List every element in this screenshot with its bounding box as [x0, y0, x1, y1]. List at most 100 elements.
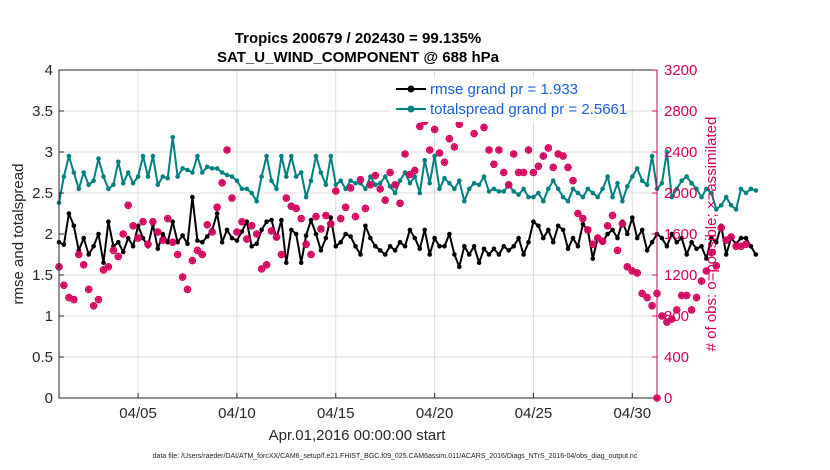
obs-assimilated-marker — [90, 302, 98, 310]
data-point — [298, 260, 304, 266]
x-tick-label: 04/15 — [317, 405, 355, 422]
footer-data-file: data file: /Users/raeder/DAI/ATM_forcXX/… — [153, 453, 638, 460]
obs-assimilated-marker — [594, 234, 602, 242]
data-point — [694, 246, 699, 252]
obs-assimilated-marker — [490, 160, 498, 168]
data-point — [363, 186, 368, 192]
obs-assimilated-marker — [80, 261, 88, 269]
data-point — [748, 244, 754, 249]
data-point — [392, 190, 398, 196]
data-point — [709, 235, 714, 241]
data-point — [669, 194, 675, 200]
data-point — [570, 186, 576, 192]
obs-assimilated-marker — [307, 250, 315, 259]
obs-assimilated-marker — [99, 266, 108, 274]
data-point — [486, 252, 492, 257]
data-point — [234, 178, 240, 183]
data-point — [402, 244, 408, 249]
data-point — [377, 248, 383, 253]
data-point — [417, 190, 423, 196]
obs-assimilated-marker — [579, 215, 587, 223]
data-point — [214, 166, 220, 171]
obs-assimilated-marker — [707, 248, 715, 257]
obs-assimilated-marker — [584, 226, 592, 234]
data-point — [536, 190, 541, 196]
y-tick-label: 3.5 — [32, 103, 53, 120]
data-point — [229, 174, 235, 179]
grid — [59, 70, 657, 398]
obs-assimilated-marker — [658, 312, 666, 320]
data-point — [452, 186, 457, 192]
data-point — [195, 238, 200, 243]
obs-assimilated-marker — [361, 204, 369, 212]
data-point — [61, 174, 67, 179]
data-point — [422, 157, 428, 163]
obs-assimilated-marker — [272, 233, 281, 241]
obs-assimilated-marker — [386, 168, 394, 177]
data-point — [387, 244, 393, 249]
data-point — [224, 172, 230, 178]
obs-assimilated-marker — [258, 265, 266, 273]
data-point — [293, 231, 299, 237]
x-tick-label: 04/20 — [416, 405, 454, 422]
data-point — [284, 174, 289, 179]
obs-assimilated-marker — [648, 302, 656, 310]
data-point — [753, 188, 759, 193]
obs-assimilated-marker — [559, 152, 567, 160]
obs-assimilated-marker — [124, 201, 132, 209]
obs-assimilated-marker — [534, 162, 542, 170]
data-point — [116, 239, 121, 245]
data-point — [442, 175, 447, 181]
data-point — [150, 153, 156, 159]
y2-tick-label: 3200 — [664, 62, 697, 79]
data-point — [575, 244, 581, 249]
data-point — [753, 252, 759, 257]
obs-assimilated-marker — [75, 250, 83, 259]
data-point — [634, 166, 640, 171]
data-point — [86, 252, 91, 257]
data-point — [377, 180, 383, 186]
legend-rmse-label: rmse grand pr = 1.933 — [430, 81, 578, 98]
data-point — [155, 246, 161, 252]
data-point — [427, 252, 433, 257]
obs-assimilated-marker — [549, 163, 557, 171]
obs-assimilated-marker — [337, 215, 345, 223]
data-point — [308, 217, 314, 223]
data-point — [664, 244, 670, 249]
obs-assimilated-marker — [342, 203, 350, 211]
obs-assimilated-marker — [203, 221, 211, 229]
data-point — [91, 244, 96, 249]
data-point — [279, 153, 284, 159]
data-point — [205, 234, 210, 239]
data-point — [224, 227, 230, 233]
legend-spread-label: totalspread grand pr = 2.5661 — [430, 101, 627, 118]
obs-assimilated-marker — [154, 228, 162, 236]
data-point — [674, 239, 680, 245]
obs-assimilated-marker — [702, 267, 710, 275]
data-point — [531, 219, 536, 224]
data-point — [205, 164, 210, 170]
data-point — [407, 180, 413, 186]
data-point — [570, 235, 576, 241]
obs-assimilated-marker — [208, 228, 216, 236]
data-point — [101, 174, 106, 179]
obs-assimilated-marker — [515, 168, 523, 177]
data-point — [659, 180, 665, 186]
y2-tick-label: 800 — [664, 308, 689, 325]
obs-assimilated-marker — [722, 236, 730, 244]
obs-assimilated-marker — [322, 211, 330, 220]
obs-assimilated-marker — [381, 196, 389, 204]
data-point — [743, 235, 749, 241]
obs-assimilated-marker — [356, 176, 365, 184]
data-point — [457, 264, 462, 270]
data-point — [674, 186, 680, 192]
legend-spread-marker — [407, 105, 415, 113]
obs-assimilated-marker — [114, 252, 122, 261]
obs-assimilated-marker — [371, 172, 379, 180]
data-point — [630, 174, 635, 179]
obs-assimilated-marker — [198, 250, 206, 259]
data-point — [580, 194, 586, 200]
data-point — [264, 153, 269, 159]
obs-assimilated-marker — [742, 240, 750, 248]
obs-assimilated-marker — [169, 238, 177, 246]
